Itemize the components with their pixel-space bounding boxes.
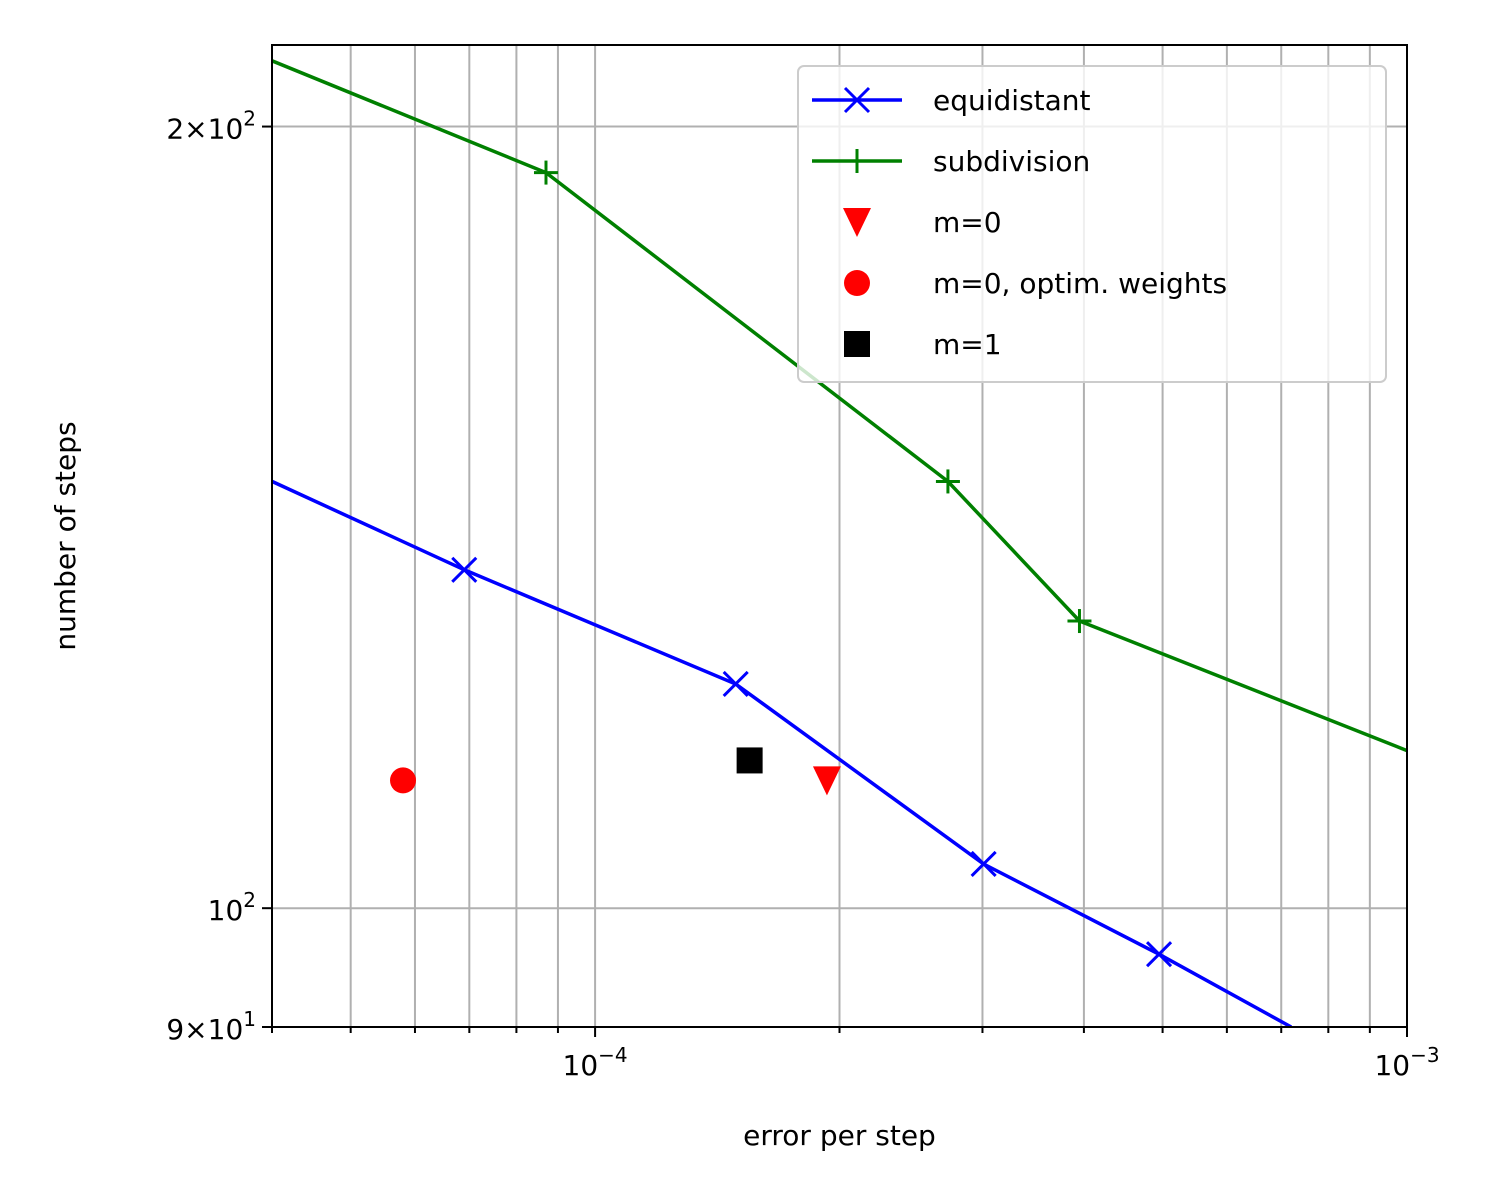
series-subdivision [272,59,1407,753]
legend-marker [845,149,869,173]
data-point [722,670,749,698]
legend-item: m=0, optim. weights [844,267,1227,300]
legend-item: equidistant [812,84,1091,117]
legend-marker [844,270,870,296]
data-point [1067,609,1092,634]
legend-label: equidistant [933,84,1091,117]
x-axis-label: error per step [743,1119,936,1152]
series-line [272,479,1293,1027]
y-axis-label: number of steps [49,421,82,650]
y-tick-label: 102 [208,888,256,927]
legend-label: m=0 [933,206,1002,239]
x-tick-label: 10−3 [1374,1043,1439,1082]
data-point [451,556,478,583]
legend-marker [844,331,870,357]
legend: equidistant subdivision m=0 m=0, optim. wei… [797,65,1387,383]
data-point [390,767,417,794]
legend-label: subdivision [933,145,1090,178]
x-tick-label: 10−4 [563,1043,628,1082]
series-m-1 [736,747,763,774]
legend-marker [843,86,871,114]
legend-marker [843,208,871,237]
y-tick-label: 9×101 [166,1007,256,1046]
data-point [935,469,960,494]
series-m-0-optim-weights [390,767,417,794]
legend-label: m=1 [933,328,1002,361]
legend-box [797,65,1387,383]
data-point [812,766,841,796]
series-equidistant [272,479,1293,1027]
data-point [1145,941,1173,968]
legend-item: m=1 [844,328,1002,361]
legend-item: m=0 [843,206,1002,239]
legend-item: subdivision [812,145,1090,178]
axis-ticks: 10−4 10−3 9×101 102 2×102 [166,107,1439,1082]
legend-label: m=0, optim. weights [933,267,1227,300]
plot-series [272,59,1407,1027]
data-point [736,747,763,774]
y-tick-label: 2×102 [166,107,256,146]
series-m-0 [812,766,841,796]
data-point [970,850,997,878]
data-point [533,160,558,185]
